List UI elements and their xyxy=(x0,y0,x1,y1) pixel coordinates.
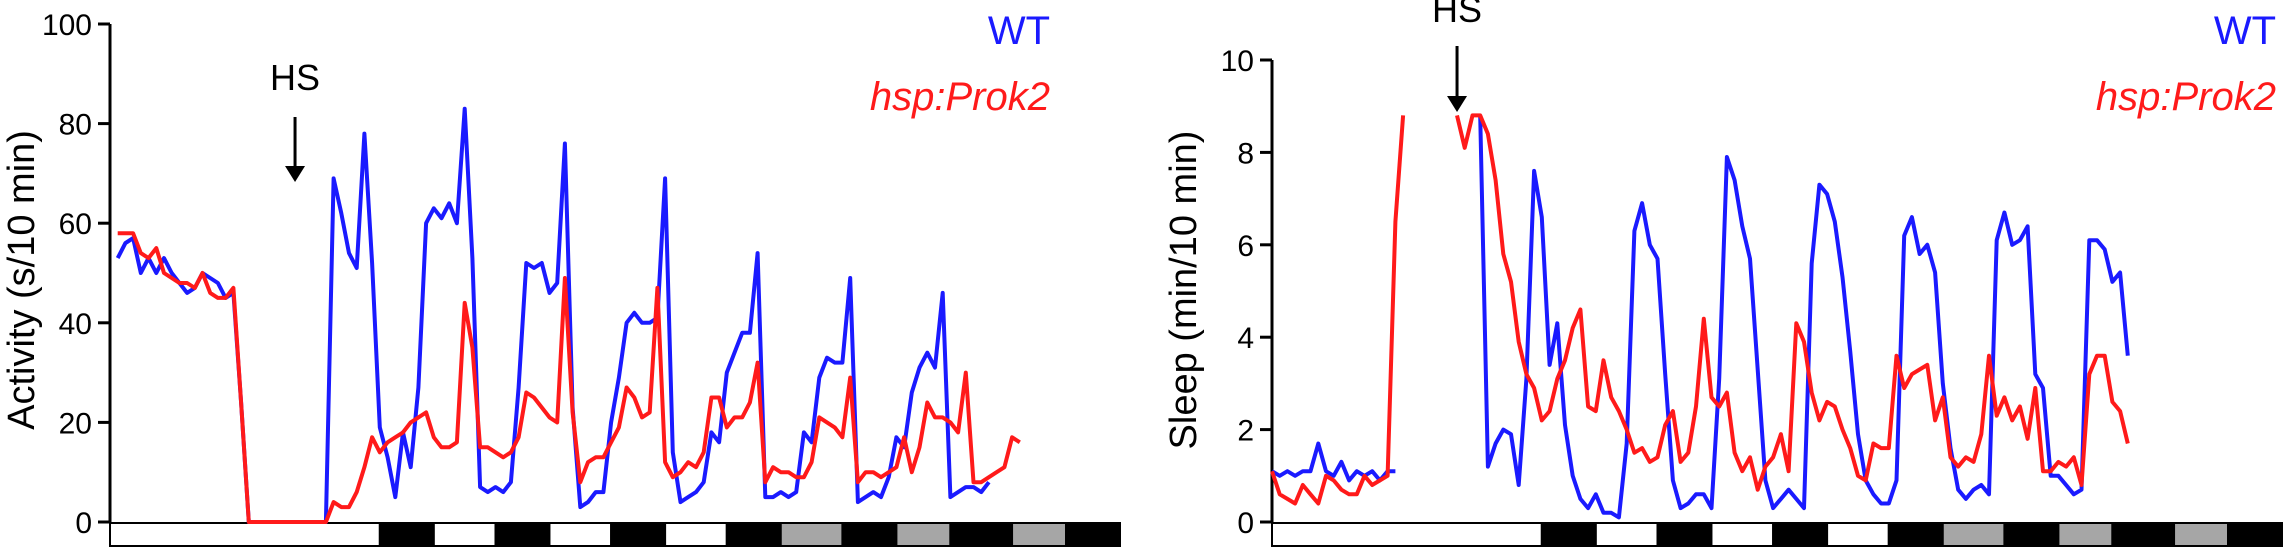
y-tick-label: 80 xyxy=(59,109,92,142)
y-tick-label: 8 xyxy=(1237,137,1254,170)
light-dark-segment xyxy=(725,522,782,547)
light-dark-segment xyxy=(1941,522,2006,547)
light-dark-segment xyxy=(2111,522,2176,547)
y-axis-label: Activity (s/10 min) xyxy=(1,130,43,430)
light-dark-segment xyxy=(1826,522,1890,547)
y-tick-label: 0 xyxy=(75,507,92,540)
hs-label: HS xyxy=(270,57,320,98)
light-dark-segment xyxy=(1772,522,1829,547)
activity-panel: 0 20 40 60 80 100 Activity (s/10 min) HS WT hsp:P… xyxy=(1,9,1121,547)
light-dark-segment xyxy=(1540,522,1597,547)
light-dark-segment xyxy=(1011,522,1068,547)
light-dark-segment xyxy=(949,522,1014,547)
light-dark-segment xyxy=(664,522,728,547)
hs-label: HS xyxy=(1432,0,1482,30)
y-tick-label: 40 xyxy=(59,308,92,341)
light-dark-segment xyxy=(1271,522,1543,547)
light-dark-segment xyxy=(1594,522,1659,547)
y-tick-label: 4 xyxy=(1237,322,1254,355)
series-line-prok2 xyxy=(1270,113,2130,506)
light-dark-segment xyxy=(2057,522,2114,547)
light-dark-segment xyxy=(1065,522,1121,547)
y-tick-label: 6 xyxy=(1237,230,1254,263)
y-tick-label: 60 xyxy=(59,208,92,241)
light-dark-segment xyxy=(2173,522,2230,547)
light-dark-segment xyxy=(1710,522,1775,547)
light-dark-segment xyxy=(841,522,898,547)
y-axis-label: Sleep (min/10 min) xyxy=(1163,131,1205,450)
light-dark-segment xyxy=(610,522,667,547)
y-tick-label: 2 xyxy=(1237,415,1254,448)
light-dark-segment xyxy=(432,522,497,547)
y-tick-label: 100 xyxy=(42,9,92,42)
light-dark-segment xyxy=(494,522,551,547)
y-tick-label: 20 xyxy=(59,407,92,440)
y-tick-label: 10 xyxy=(1221,45,1254,78)
series-line-prok2 xyxy=(117,231,1021,524)
light-dark-segment xyxy=(1887,522,1944,547)
light-dark-segment xyxy=(1656,522,1713,547)
legend-entry: hsp:Prok2 xyxy=(870,75,1050,119)
hs-arrow-head xyxy=(285,166,306,182)
light-dark-segment xyxy=(378,522,435,547)
hs-arrow-head xyxy=(1447,96,1468,112)
light-dark-segment xyxy=(779,522,844,547)
legend-entry: WT xyxy=(2214,9,2276,53)
light-dark-segment xyxy=(548,522,613,547)
light-dark-segment xyxy=(2003,522,2060,547)
y-tick-label: 0 xyxy=(1237,507,1254,540)
light-dark-segment xyxy=(895,522,952,547)
legend-entry: hsp:Prok2 xyxy=(2096,75,2276,119)
light-dark-segment xyxy=(2227,522,2283,547)
light-dark-segment xyxy=(109,522,381,547)
legend-entry: WT xyxy=(988,9,1050,53)
series-line-wt xyxy=(1270,115,2130,520)
sleep-panel: 0 2 4 6 8 10 Sleep (min/10 min) HS WT hsp:Prok2 xyxy=(1163,0,2283,547)
